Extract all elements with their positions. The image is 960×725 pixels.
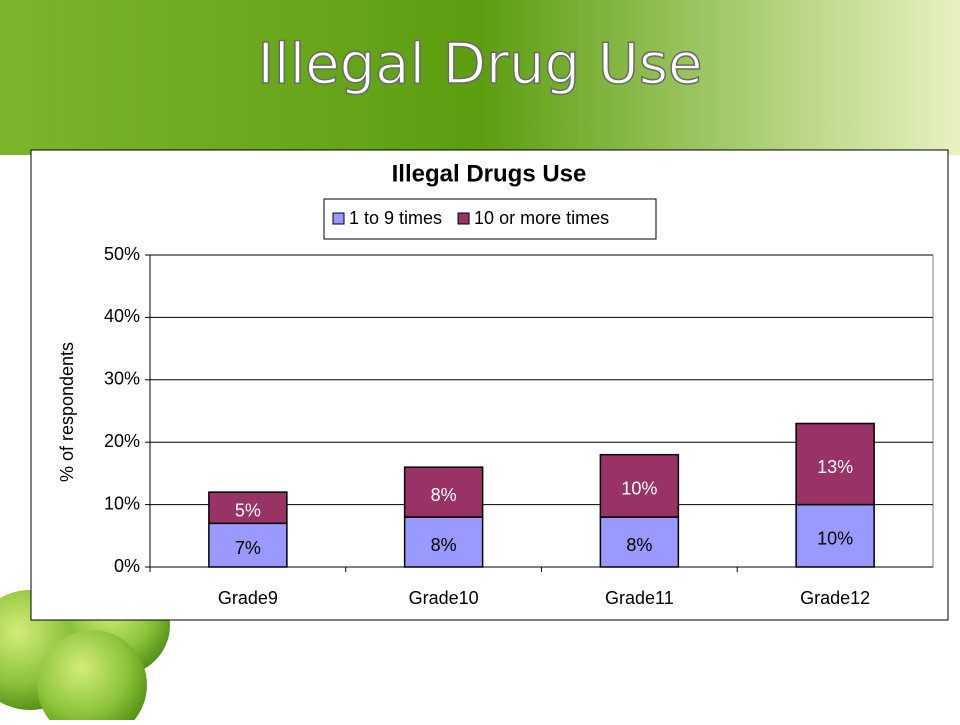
legend-label: 1 to 9 times bbox=[349, 208, 442, 228]
data-label: 10% bbox=[817, 529, 853, 549]
bar-segment bbox=[403, 466, 484, 518]
apple bbox=[37, 630, 147, 725]
x-tick-label: Grade12 bbox=[800, 588, 870, 608]
bar-segment bbox=[599, 516, 680, 568]
y-axis-label: % of respondents bbox=[57, 342, 77, 482]
y-tick-label: 30% bbox=[104, 369, 140, 389]
bar-segment bbox=[795, 503, 875, 568]
header-band bbox=[0, 0, 960, 155]
x-tick-label: Grade10 bbox=[409, 588, 479, 608]
slide-title: Illegal Drug Use bbox=[258, 32, 703, 97]
data-label: 5% bbox=[235, 500, 261, 520]
data-label: 8% bbox=[431, 535, 457, 555]
legend-label: 10 or more times bbox=[474, 208, 609, 228]
data-label: 13% bbox=[817, 457, 853, 477]
data-label: 8% bbox=[626, 535, 652, 555]
y-tick-label: 40% bbox=[104, 306, 140, 326]
x-tick-label: Grade11 bbox=[605, 588, 674, 608]
legend-box bbox=[323, 198, 657, 240]
legend-swatch bbox=[332, 212, 345, 225]
y-tick-label: 0% bbox=[114, 556, 140, 576]
legend-swatch bbox=[457, 212, 470, 225]
x-tick-label: Grade9 bbox=[218, 588, 278, 608]
bar-segment bbox=[795, 422, 875, 506]
data-label: 7% bbox=[235, 538, 261, 558]
y-tick-label: 10% bbox=[104, 493, 140, 513]
bar-segment bbox=[208, 491, 288, 525]
bar-segment bbox=[599, 453, 680, 518]
y-tick-label: 50% bbox=[104, 244, 140, 264]
data-label: 8% bbox=[431, 485, 457, 505]
y-tick-label: 20% bbox=[104, 431, 140, 451]
chart-title: Illegal Drugs Use bbox=[392, 160, 587, 187]
bar-segment bbox=[208, 522, 288, 568]
data-label: 10% bbox=[621, 479, 657, 499]
